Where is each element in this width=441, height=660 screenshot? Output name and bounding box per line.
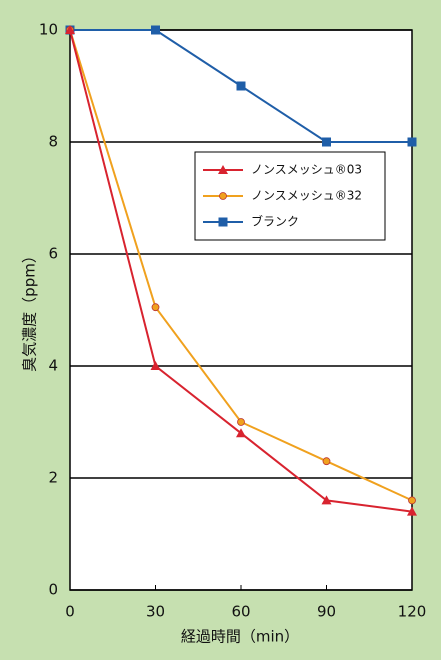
marker: [65, 25, 75, 34]
marker: [408, 496, 416, 505]
plot-area: [69, 29, 413, 591]
y-axis-label: 臭気濃度（ppm）: [21, 248, 39, 372]
x-tick-label: 120: [398, 603, 427, 621]
marker: [237, 418, 245, 426]
marker: [236, 428, 246, 438]
x-axis-label: 経過時間（min）: [181, 628, 299, 646]
marker: [407, 506, 417, 516]
y-tick-label: 6: [48, 245, 58, 263]
y-tick-label: 8: [48, 133, 58, 151]
marker: [218, 217, 228, 227]
marker: [321, 495, 332, 505]
y-tick-label: 0: [48, 581, 58, 599]
marker: [322, 457, 331, 466]
x-tick-label: 0: [65, 603, 75, 621]
marker: [236, 81, 246, 91]
marker: [151, 25, 160, 35]
marker: [218, 165, 228, 174]
marker: [151, 303, 160, 312]
legend-label: ブランク: [251, 214, 299, 229]
legend: ノンスメッシュ®03 ノンスメッシュ®32 ブランク: [194, 151, 386, 241]
marker: [322, 137, 331, 147]
marker: [407, 137, 417, 147]
legend-label: ノンスメッシュ®03: [251, 163, 362, 177]
marker: [150, 361, 161, 370]
y-tick-label: 2: [48, 469, 58, 487]
marker: [219, 192, 227, 200]
x-tick-label: 30: [146, 603, 165, 621]
x-tick-label: 60: [231, 603, 250, 621]
y-tick-label: 4: [48, 357, 58, 375]
x-tick-label: 90: [317, 603, 336, 621]
legend-label: ノンスメッシュ®32: [251, 189, 362, 203]
y-tick-label: 10: [39, 21, 58, 39]
